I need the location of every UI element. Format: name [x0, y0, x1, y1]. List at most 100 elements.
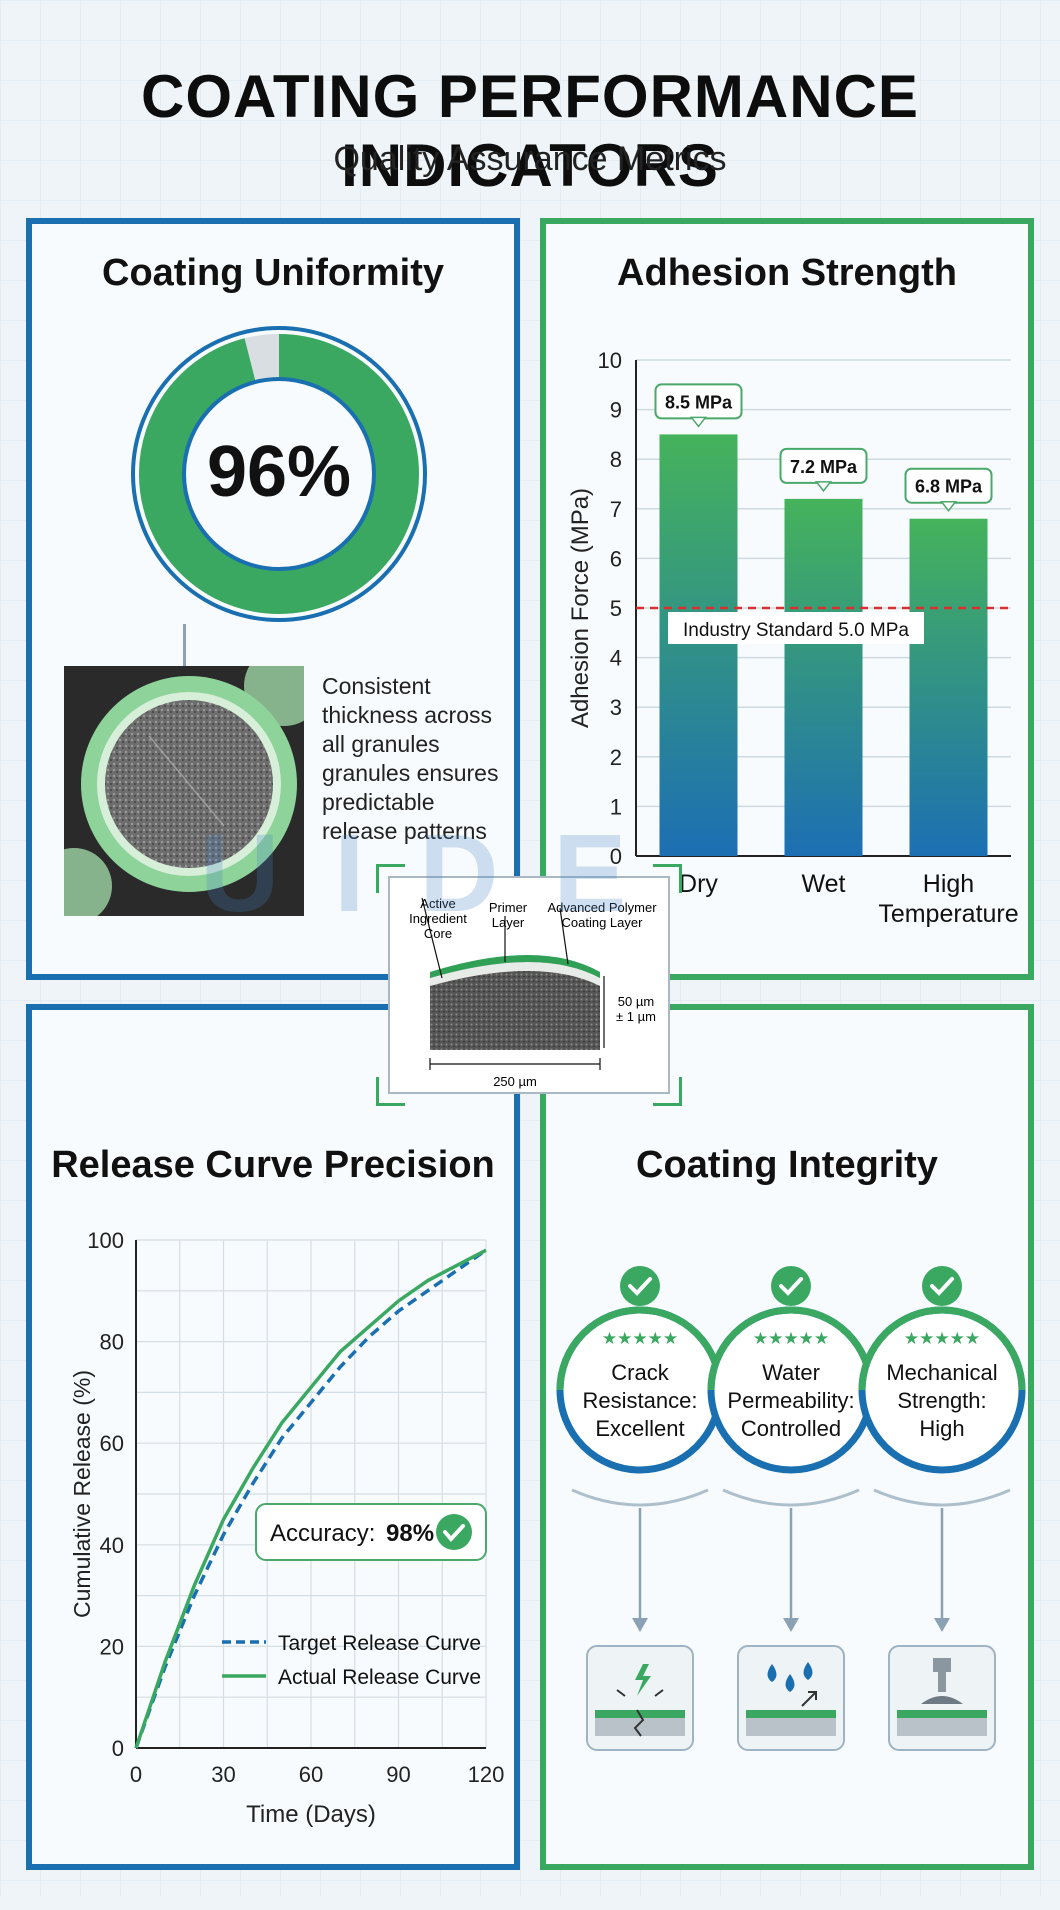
donut-progress — [139, 334, 419, 614]
svg-text:Layer: Layer — [492, 915, 525, 930]
label-primer: Primer — [489, 900, 528, 915]
y-tick-label: 4 — [610, 646, 622, 671]
coating-integrity-panel: Coating Integrity ★★★★★ Crack Resistance: E… — [540, 1004, 1034, 1870]
donut-outer-ring — [131, 326, 427, 622]
integrity-label: Strength: — [897, 1388, 986, 1413]
cross-section-callout: Active Ingredient Core Primer Layer Adva… — [376, 864, 682, 1106]
integrity-label: Excellent — [595, 1416, 684, 1441]
y-tick-label: 7 — [610, 497, 622, 522]
bar — [909, 518, 988, 856]
rating-stars: ★★★★★ — [753, 1329, 829, 1348]
target-release-line — [134, 1248, 488, 1749]
adhesion-bar-chart: 0 1 2 3 4 5 6 7 8 9 10 Adhesion Force (MPa) 8.5 MPa D… — [567, 348, 1019, 928]
svg-text:± 1 µm: ± 1 µm — [616, 1009, 656, 1024]
integrity-ring-top — [858, 1306, 1026, 1391]
legend-label: Actual Release Curve — [278, 1666, 481, 1689]
rating-stars: ★★★★★ — [602, 1329, 678, 1348]
y-tick-label: 100 — [87, 1228, 124, 1253]
coating-uniformity-title: Coating Uniformity — [102, 252, 444, 294]
label-polymer: Advanced Polymer — [547, 900, 657, 915]
y-tick-label: 2 — [610, 745, 622, 770]
x-tick-label: 0 — [130, 1762, 142, 1787]
x-category-label: Dry — [679, 870, 718, 898]
y-tick-label: 60 — [100, 1431, 124, 1456]
integrity-label: Mechanical — [886, 1360, 997, 1385]
integrity-label: Crack — [611, 1360, 669, 1385]
y-tick-label: 3 — [610, 695, 622, 720]
x-category-label: Wet — [802, 870, 846, 898]
actual-release-line — [134, 1248, 487, 1749]
accuracy-badge — [255, 1503, 487, 1561]
granule-micrograph — [64, 666, 304, 916]
core-layer — [430, 962, 600, 1050]
release-curve-title: Release Curve Precision — [51, 1144, 495, 1186]
rating-stars: ★★★★★ — [904, 1329, 980, 1348]
data-label-pointer — [814, 481, 833, 493]
x-tick-label: 120 — [468, 1762, 505, 1787]
integrity-ring-top — [556, 1306, 724, 1391]
y-tick-label: 10 — [598, 348, 622, 373]
uniformity-description: Consistent thickness across all granules… — [322, 673, 499, 844]
y-tick-label: 6 — [610, 546, 622, 571]
adhesion-strength-title: Adhesion Strength — [617, 252, 957, 294]
integrity-diagram: ★★★★★ Crack Resistance: Excellent ★★★★★ Water… — [556, 1266, 1026, 1751]
data-label-pointer — [689, 416, 708, 428]
watermark: U I D E — [200, 812, 639, 935]
x-tick-label: 60 — [299, 1762, 323, 1787]
y-tick-label: 9 — [610, 398, 622, 423]
data-label-pointer — [939, 500, 958, 512]
y-tick-label: 8 — [610, 447, 622, 472]
check-icon — [922, 1266, 962, 1306]
integrity-label: Controlled — [741, 1416, 841, 1441]
uniformity-percent: 96% — [207, 432, 351, 512]
y-tick-label: 1 — [610, 794, 622, 819]
page-subtitle: Quality Assurance Metrics — [333, 140, 727, 178]
connector-line — [183, 624, 186, 688]
accuracy-label: Accuracy: — [270, 1520, 375, 1547]
integrity-label: Resistance: — [583, 1388, 698, 1413]
svg-text:Coating Layer: Coating Layer — [562, 915, 644, 930]
coating-integrity-title: Coating Integrity — [636, 1144, 938, 1186]
integrity-label: Permeability: — [727, 1388, 854, 1413]
y-axis-title: Cumulative Release (%) — [69, 1370, 95, 1618]
adhesion-strength-panel: Adhesion Strength 0 1 2 3 4 5 6 7 8 9 10 Adhesion F… — [540, 218, 1034, 980]
y-tick-label: 80 — [100, 1330, 124, 1355]
svg-text:Ingredient: Ingredient — [409, 911, 467, 926]
coating-uniformity-panel: Coating Uniformity 96% Consistent thickn… — [26, 218, 520, 980]
check-icon — [620, 1266, 660, 1306]
data-label: 6.8 MPa — [915, 477, 983, 497]
integrity-ring-top — [707, 1306, 875, 1391]
thickness-label: 50 µm — [618, 994, 654, 1009]
primer-layer — [430, 962, 600, 986]
integrity-label: High — [919, 1416, 964, 1441]
x-tick-label: 30 — [211, 1762, 235, 1787]
y-tick-label: 40 — [100, 1533, 124, 1558]
y-axis-title: Adhesion Force (MPa) — [567, 488, 594, 728]
check-icon — [771, 1266, 811, 1306]
y-tick-label: 0 — [112, 1736, 124, 1761]
bar — [784, 498, 863, 856]
integrity-label: Water — [762, 1360, 820, 1385]
donut-inner-ring — [182, 377, 376, 571]
accuracy-value: 98% — [386, 1520, 434, 1547]
data-label: 8.5 MPa — [665, 392, 733, 412]
polymer-layer — [430, 955, 600, 978]
industry-standard-box — [668, 612, 924, 644]
y-tick-label: 0 — [610, 844, 622, 869]
check-icon — [436, 1514, 472, 1550]
x-axis-title: Time (Days) — [246, 1801, 376, 1828]
label-core: Active — [420, 896, 455, 911]
x-category-label: Temperature — [878, 900, 1018, 928]
page-title: COATING PERFORMANCE INDICATORS — [141, 63, 919, 199]
uniformity-donut: 96% — [131, 326, 427, 622]
data-label: 7.2 MPa — [790, 457, 858, 477]
bar — [659, 434, 738, 856]
y-tick-label: 5 — [610, 596, 622, 621]
y-tick-label: 20 — [100, 1634, 124, 1659]
x-tick-label: 90 — [386, 1762, 410, 1787]
release-line-chart: 0 20 40 60 80 100 0 30 60 90 120 Time (Days) Cumulat… — [69, 1228, 505, 1828]
svg-text:Core: Core — [424, 926, 452, 941]
cross-section-diagram: Active Ingredient Core Primer Layer Adva… — [409, 896, 657, 1089]
legend-label: Target Release Curve — [278, 1632, 481, 1655]
industry-standard-label: Industry Standard 5.0 MPa — [683, 620, 909, 641]
